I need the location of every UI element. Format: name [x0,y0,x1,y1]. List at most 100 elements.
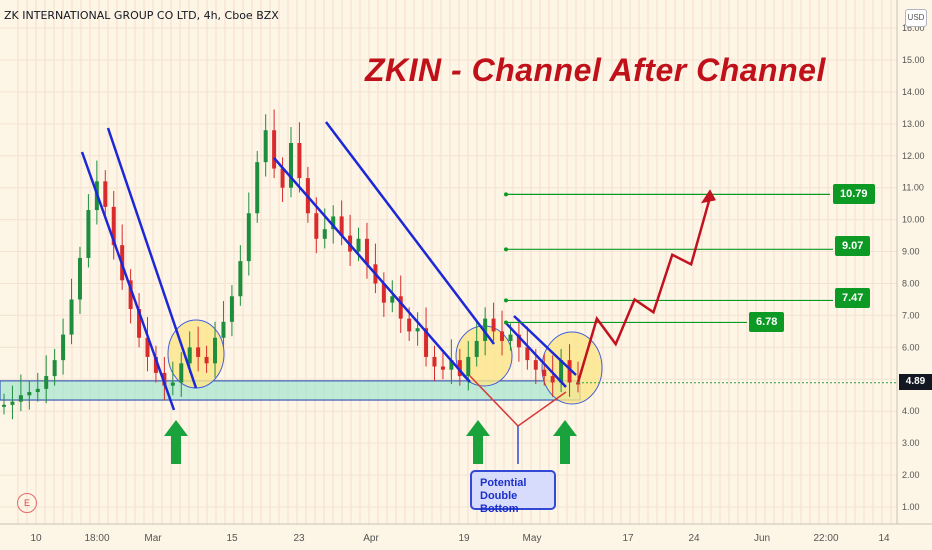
highlight-circle [541,331,603,405]
target-label-10-79: 10.79 [833,184,875,204]
candle-body [52,360,57,377]
up-arrow-icon [466,420,490,464]
chart-headline: ZKIN - Channel After Channel [365,52,826,88]
target-dot [504,298,508,303]
time-tick-label: 10 [30,533,42,544]
channel-line [325,121,495,345]
callout-line-2: Double Bottom [480,490,519,515]
candle-body [398,296,403,319]
candle-body [221,321,226,338]
candle-body [2,404,6,407]
candle-body [533,360,538,370]
projection-arrowhead [701,189,716,204]
projection-path [576,196,712,383]
candle-body [204,356,209,364]
candle-body [500,331,505,341]
time-tick-label: 24 [688,533,700,544]
up-arrow-icon [553,420,577,464]
candle-body [44,376,49,389]
candle-body [86,210,91,258]
candle-body [69,299,74,335]
time-tick-label: 17 [622,533,634,544]
price-tick-label: 9.00 [902,247,920,257]
candle-body [128,280,133,310]
candle-body [263,130,268,163]
channel-line [80,151,176,411]
candle-body [35,388,40,393]
candle-body [356,238,361,252]
candle-body [111,206,116,246]
candle-body [153,356,158,373]
target-label-6-78: 6.78 [749,312,785,332]
current-price-tag: 4.89 [899,374,932,390]
channel-line [513,315,577,376]
candle-body [280,168,285,188]
candle-body [10,401,15,405]
channel-line [504,321,567,388]
time-tick-label: 18:00 [84,533,109,544]
candle-body [525,347,530,361]
candle-body [339,216,344,236]
callout-line-1: Potential [480,477,527,489]
candle-body [179,363,184,383]
time-tick-label: Mar [144,533,162,544]
candle-body [483,318,488,341]
price-tick-label: 3.00 [902,438,920,448]
price-tick-label: 11.00 [902,183,924,193]
candle-body [440,366,445,370]
time-tick-label: May [523,533,542,544]
candle-body [187,347,192,364]
candle-body [272,130,277,169]
time-tick-label: 22:00 [813,533,838,544]
channel-line [273,157,471,383]
time-tick-label: 14 [878,533,890,544]
price-axis-bg [897,0,932,550]
candle-body [246,213,251,262]
candle-body [145,337,150,357]
candle-body [289,142,293,188]
candle-body [61,334,66,361]
candle-body [567,360,572,383]
candle-body [457,360,462,377]
target-label-9-07: 9.07 [835,236,871,256]
candle-body [424,328,429,357]
candle-body [432,356,437,367]
candle-body [229,296,234,322]
candle-body [170,382,175,386]
candle-body [508,334,513,341]
target-dot [504,247,508,252]
price-tick-label: 2.00 [902,470,920,480]
candle-body [449,360,454,370]
time-tick-label: 19 [458,533,470,544]
channel-line [106,127,198,389]
price-tick-label: 1.00 [902,502,920,512]
target-dot [504,320,508,325]
candle-body [415,328,420,332]
candle-body [162,372,167,386]
price-tick-label: 12.00 [902,151,925,161]
candle-body [390,296,395,303]
candle-body [381,283,386,303]
candle-body [103,181,108,207]
price-tick-label: 13.00 [902,119,925,129]
candle-body [213,337,218,364]
price-tick-label: 6.00 [902,342,920,352]
time-tick-label: Jun [754,533,770,544]
candle-body [27,392,32,396]
candle-body [407,318,412,332]
candle-body [314,213,319,239]
price-tick-label: 4.00 [902,406,920,416]
candle-body [542,369,547,377]
candle-body [364,238,369,265]
up-arrow-icon [164,420,188,464]
earnings-badge[interactable]: E [17,493,37,513]
candle-body [18,395,23,402]
candle-body [137,309,142,338]
symbol-title[interactable]: ZK INTERNATIONAL GROUP CO LTD, 4h, Cboe … [4,9,279,22]
candle-body [466,356,471,377]
candle-body [331,216,336,230]
currency-badge[interactable]: USD [905,9,927,27]
price-tick-label: 15.00 [902,55,925,65]
candle-body [516,334,521,348]
